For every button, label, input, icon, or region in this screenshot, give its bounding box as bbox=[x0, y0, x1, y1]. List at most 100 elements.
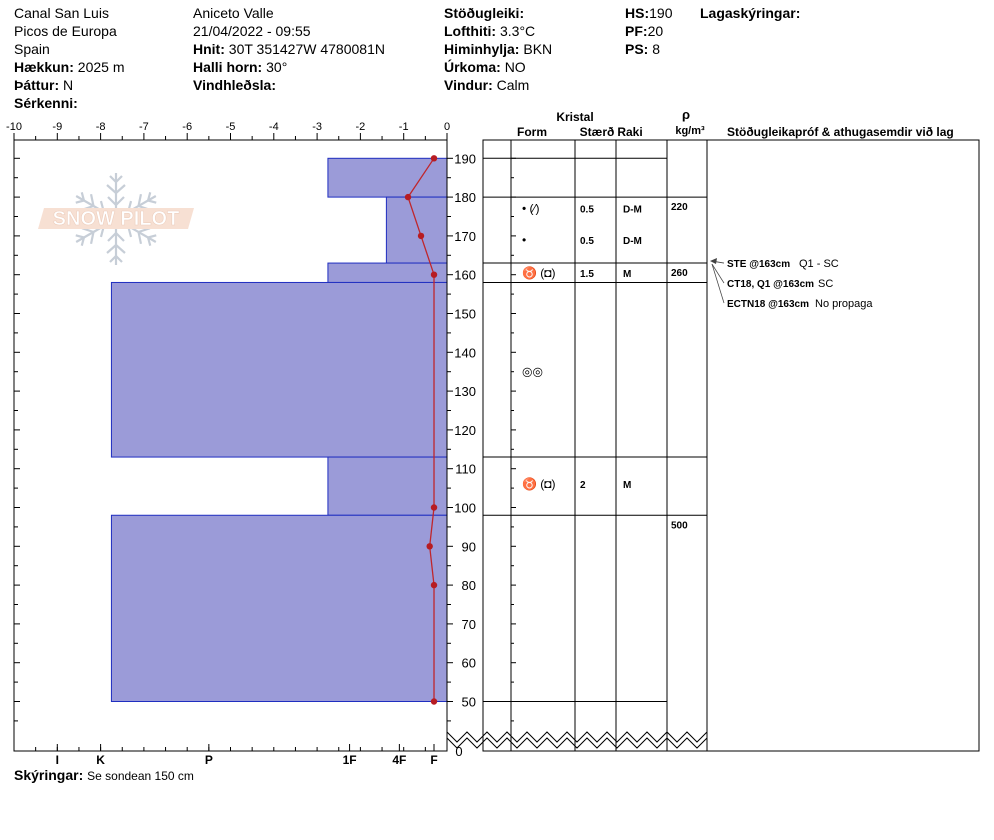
stability-test-result: Q1 - SC bbox=[799, 258, 839, 270]
stability-test-name: ECTN18 @163cm bbox=[727, 299, 809, 310]
layer-legend-title: Lagaskýringar: bbox=[700, 5, 801, 21]
height-tick-label: 190 bbox=[454, 151, 476, 166]
axis-break-zigzag bbox=[446, 731, 708, 743]
height-tick-label: 180 bbox=[454, 190, 476, 205]
hardness-tick-label: F bbox=[430, 753, 437, 767]
header-col3: Stöðugleiki: Lofthiti: 3.3°C Himinhylja:… bbox=[444, 4, 552, 94]
grain-form-symbol: ♉ (◘) bbox=[522, 477, 556, 491]
hardness-bar bbox=[327, 157, 448, 198]
temp-tick-label: -7 bbox=[139, 121, 149, 133]
grain-size-value: 2 bbox=[580, 480, 586, 491]
pf-value: PF:20 bbox=[625, 23, 664, 39]
coordinates: Hnit: 30T 351427W 4780081N bbox=[193, 41, 385, 57]
hardness-temperature-plot: -10 -9 -8 -7 -6 -5 -4 -3 -2 -1 0506070809010011012… bbox=[6, 121, 476, 767]
temperature-point bbox=[430, 504, 438, 511]
form-header: Form bbox=[517, 125, 547, 139]
temperature-point bbox=[430, 155, 438, 162]
country-name: Spain bbox=[14, 41, 50, 57]
slope-angle: Halli horn: 30° bbox=[193, 59, 288, 75]
logo-text: SNOW PILOT bbox=[53, 208, 180, 230]
hs-value: HS:190 bbox=[625, 5, 673, 21]
height-tick-label: 170 bbox=[454, 229, 476, 244]
stability-test-entry: ECTN18 @163cm No propaga bbox=[711, 263, 873, 310]
rho-header: ρ bbox=[682, 107, 690, 122]
height-tick-label: 80 bbox=[462, 578, 476, 593]
temperature-point bbox=[430, 581, 438, 589]
stability-test-entry: CT18, Q1 @163cm SC bbox=[711, 263, 833, 290]
grain-size-value: 0.5 bbox=[580, 205, 594, 216]
snowflake-logo-icon: SNOW PILOT bbox=[38, 173, 194, 267]
precipitation: Úrkoma: NO bbox=[444, 59, 526, 75]
region-name: Picos de Europa bbox=[14, 23, 117, 39]
temperature-point bbox=[404, 193, 412, 201]
stability-test-name: CT18, Q1 @163cm bbox=[727, 279, 814, 290]
hardness-tick-label: P bbox=[205, 753, 213, 767]
stability: Stöðugleiki: bbox=[444, 5, 525, 21]
temp-tick-label: -3 bbox=[312, 121, 322, 133]
height-tick-label: 70 bbox=[462, 617, 476, 632]
test-arrow-head-icon bbox=[710, 258, 717, 265]
size-header: Stærð bbox=[580, 125, 615, 139]
temperature-point bbox=[417, 232, 425, 240]
density-value: 260 bbox=[671, 268, 688, 279]
grain-form-symbol: ♉ (◘) bbox=[522, 266, 556, 280]
height-tick-label: 160 bbox=[454, 268, 476, 283]
observation-datetime: 21/04/2022 - 09:55 bbox=[193, 23, 311, 39]
test-arrow-line bbox=[711, 263, 725, 284]
height-tick-label: 110 bbox=[455, 462, 476, 477]
temp-tick-label: -5 bbox=[226, 121, 236, 133]
wind: Vindur: Calm bbox=[444, 77, 530, 93]
features: Sérkenni: bbox=[14, 95, 78, 111]
temp-tick-label: 0 bbox=[444, 121, 450, 133]
sky-cover: Himinhylja: BKN bbox=[444, 41, 553, 57]
height-tick-label: 90 bbox=[462, 539, 476, 554]
hardness-tick-label: 4F bbox=[392, 753, 406, 767]
moisture-value: D-M bbox=[623, 205, 642, 216]
temperature-point bbox=[430, 698, 438, 705]
grain-size-value: 1.5 bbox=[580, 269, 594, 280]
height-tick-label: 100 bbox=[454, 501, 476, 516]
layer-table: Kristal Form Stærð Raki ρ kg/m³ Stöðugleikapró… bbox=[446, 107, 980, 752]
grain-form-symbol: • (⁄) bbox=[522, 202, 540, 216]
air-temperature: Lofthiti: 3.3°C bbox=[444, 23, 536, 39]
axis-break-zigzag bbox=[446, 737, 708, 749]
grain-size-value: 0.5 bbox=[580, 236, 594, 247]
moisture-value: M bbox=[623, 480, 631, 491]
temperature-profile-line bbox=[407, 157, 435, 702]
test-arrow-line bbox=[711, 263, 725, 304]
grain-form-symbol: ◎◎ bbox=[522, 365, 543, 379]
temp-tick-label: -2 bbox=[356, 121, 366, 133]
hardness-bar bbox=[385, 196, 448, 264]
stability-test-result: No propaga bbox=[815, 298, 873, 310]
stability-test-name: STE @163cm bbox=[727, 259, 790, 270]
temp-tick-label: -6 bbox=[182, 121, 192, 133]
stability-test-entry: STE @163cm Q1 - SC bbox=[711, 258, 839, 270]
density-value: 220 bbox=[671, 202, 688, 213]
temp-tick-label: -10 bbox=[6, 121, 22, 133]
crystal-header: Kristal bbox=[556, 110, 593, 124]
location-name: Canal San Luis bbox=[14, 5, 109, 21]
density-value: 500 bbox=[671, 520, 688, 531]
header-col1: Canal San Luis Picos de Europa Spain Hæk… bbox=[14, 4, 125, 112]
height-tick-label: 60 bbox=[462, 656, 476, 671]
temperature-point bbox=[426, 543, 433, 550]
height-tick-label: 140 bbox=[454, 345, 476, 360]
stability-test-result: SC bbox=[818, 278, 833, 290]
hardness-tick-label: K bbox=[96, 753, 105, 767]
moisture-header: Raki bbox=[617, 125, 642, 139]
density-unit-header: kg/m³ bbox=[675, 125, 705, 137]
table-frame bbox=[482, 139, 980, 752]
observer-name: Aniceto Valle bbox=[193, 5, 274, 21]
header-col4: HS:190 PF:20 PS: 8 bbox=[625, 4, 672, 58]
aspect: Þáttur: N bbox=[14, 77, 74, 93]
ps-value: PS: 8 bbox=[625, 41, 661, 57]
moisture-value: D-M bbox=[623, 236, 642, 247]
header-col2: Aniceto Valle 21/04/2022 - 09:55 Hnit: 3… bbox=[193, 4, 385, 94]
hardness-tick-label: 1F bbox=[343, 753, 357, 767]
hardness-bar bbox=[110, 281, 448, 458]
temp-tick-label: -4 bbox=[269, 121, 279, 133]
temp-tick-label: -1 bbox=[399, 121, 409, 133]
tests-header: Stöðugleikapróf & athugasemdir við lag bbox=[727, 125, 954, 139]
temperature-point bbox=[430, 271, 438, 278]
